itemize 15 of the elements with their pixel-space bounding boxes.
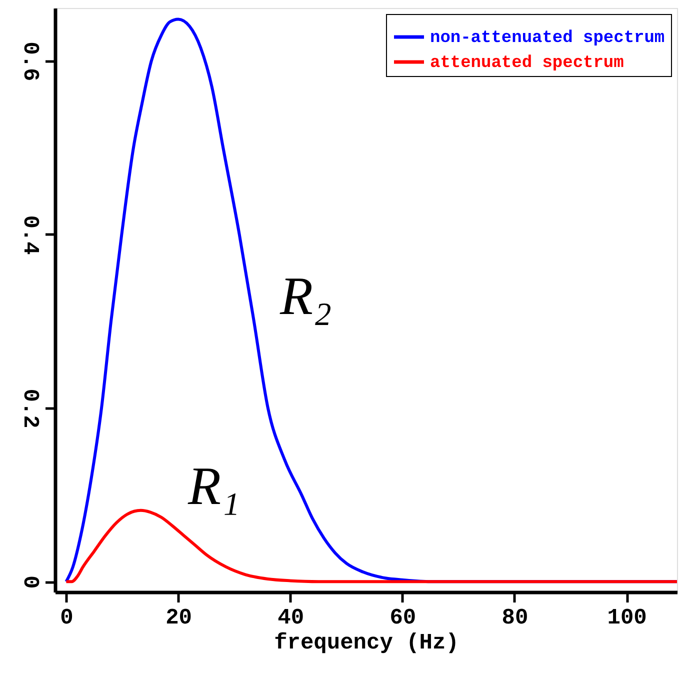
x-tick-label: 40 [278, 606, 304, 630]
annotation: R₁ [187, 456, 240, 516]
y-tick-label: 0.2 [18, 388, 42, 428]
y-tick-label: 0.4 [18, 215, 42, 255]
y-tick-label: 0 [18, 575, 42, 589]
annotation: R₂ [279, 266, 332, 326]
legend-label: attenuated spectrum [430, 54, 624, 73]
x-tick-label: 20 [166, 606, 192, 630]
legend-label: non-attenuated spectrum [430, 29, 665, 48]
x-tick-label: 100 [607, 606, 647, 630]
y-tick-label: 0.6 [18, 42, 42, 82]
x-tick-label: 0 [60, 606, 74, 630]
x-tick-label: 80 [502, 606, 528, 630]
x-tick-label: 60 [390, 606, 416, 630]
x-axis-title: frequency (Hz) [274, 630, 459, 656]
